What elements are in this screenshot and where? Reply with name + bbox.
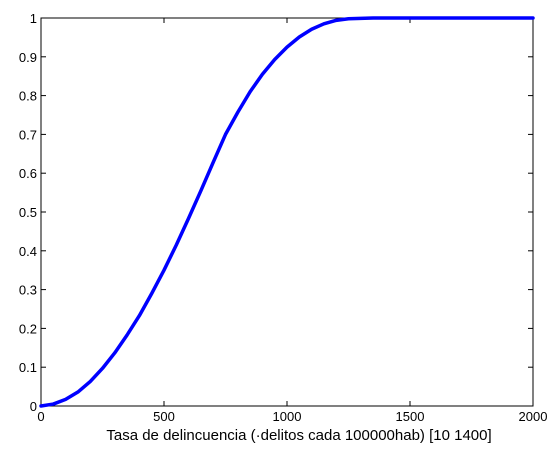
y-tick-label: 0.6	[19, 166, 37, 181]
y-tick-label: 0.1	[19, 360, 37, 375]
plot-frame	[40, 17, 534, 407]
tick-labels: 0 500 1000 1500 2000 0 0.1 0.2 0.3 0.4 0.5 0.6 0.7 0.…	[19, 11, 548, 424]
tick-marks	[40, 17, 534, 407]
y-tick-label: 0.4	[19, 244, 37, 259]
series-line	[39, 16, 535, 408]
x-tick-label: 500	[153, 409, 175, 424]
y-tick-label: 0.2	[19, 321, 37, 336]
x-tick-label: 1500	[396, 409, 425, 424]
y-tick-label: 0.8	[19, 89, 37, 104]
x-tick-label: 1000	[273, 409, 302, 424]
y-tick-label: 0.3	[19, 283, 37, 298]
y-tick-label: 0.9	[19, 50, 37, 65]
y-tick-label: 0.5	[19, 205, 37, 220]
y-tick-label: 0	[30, 399, 37, 414]
y-tick-label: 1	[30, 11, 37, 26]
x-axis-title: Tasa de delincuencia (·delitos cada 1000…	[106, 427, 491, 444]
y-tick-label: 0.7	[19, 127, 37, 142]
x-tick-label: 2000	[519, 409, 548, 424]
x-tick-label: 0	[37, 409, 44, 424]
